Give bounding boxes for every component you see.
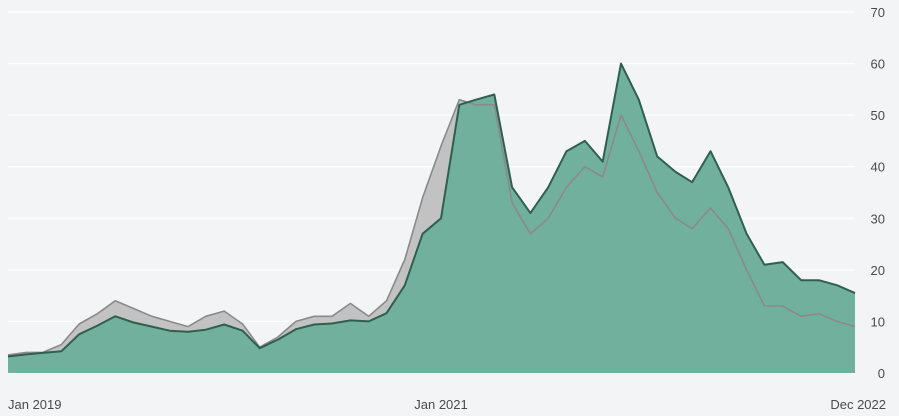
y-tick-label: 0 [878, 366, 885, 381]
y-tick-label: 50 [871, 108, 885, 123]
y-tick-label: 60 [871, 57, 885, 72]
primary-series-area [8, 63, 855, 373]
y-axis-tick-labels: 0 10 20 30 40 50 60 70 [871, 5, 885, 381]
y-tick-label: 70 [871, 5, 885, 20]
primary-series-line [7, 62, 856, 358]
series-areas [7, 62, 856, 373]
y-tick-label: 20 [871, 263, 885, 278]
secondary-series-line [7, 98, 856, 356]
y-tick-label: 10 [871, 314, 885, 329]
y-tick-label: 30 [871, 211, 885, 226]
x-tick-label: Jan 2019 [8, 397, 62, 412]
x-tick-label: Dec 2022 [830, 397, 886, 412]
x-axis-tick-labels: Jan 2019 Jan 2021 Dec 2022 [8, 397, 886, 412]
x-tick-label: Jan 2021 [414, 397, 468, 412]
y-tick-label: 40 [871, 160, 885, 175]
